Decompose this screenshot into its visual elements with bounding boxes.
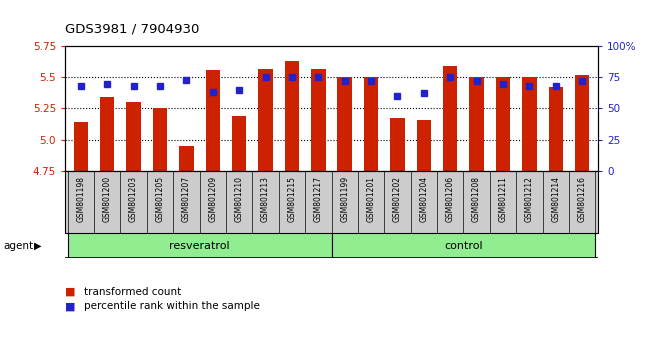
Text: GSM801216: GSM801216 <box>578 176 587 222</box>
Bar <box>258 69 273 171</box>
Text: agent: agent <box>3 241 33 251</box>
Bar <box>417 120 431 171</box>
Bar <box>443 66 458 171</box>
Text: GSM801199: GSM801199 <box>340 176 349 222</box>
Text: GSM801203: GSM801203 <box>129 176 138 222</box>
Text: transformed count: transformed count <box>84 287 182 297</box>
Text: GSM801211: GSM801211 <box>499 176 508 222</box>
Bar <box>68 233 332 258</box>
Text: GSM801201: GSM801201 <box>367 176 376 222</box>
Bar <box>153 108 167 171</box>
Text: GSM801209: GSM801209 <box>208 176 217 222</box>
Bar <box>311 69 326 171</box>
Bar <box>337 77 352 171</box>
Text: GSM801200: GSM801200 <box>103 176 112 222</box>
Text: control: control <box>444 241 483 251</box>
Bar <box>205 70 220 171</box>
Text: resveratrol: resveratrol <box>169 241 230 251</box>
Bar <box>390 119 405 171</box>
Text: GSM801217: GSM801217 <box>314 176 323 222</box>
Bar <box>469 77 484 171</box>
Text: GDS3981 / 7904930: GDS3981 / 7904930 <box>65 22 200 35</box>
Bar <box>522 77 537 171</box>
Bar <box>100 97 114 171</box>
Bar <box>332 233 595 258</box>
Bar <box>73 122 88 171</box>
Text: GSM801208: GSM801208 <box>472 176 481 222</box>
Bar <box>575 75 590 171</box>
Text: GSM801214: GSM801214 <box>551 176 560 222</box>
Text: GSM801210: GSM801210 <box>235 176 244 222</box>
Bar <box>232 116 246 171</box>
Text: GSM801213: GSM801213 <box>261 176 270 222</box>
Text: ■: ■ <box>65 287 75 297</box>
Text: ■: ■ <box>65 301 75 311</box>
Bar <box>126 102 141 171</box>
Bar <box>549 87 563 171</box>
Text: GSM801198: GSM801198 <box>76 176 85 222</box>
Text: GSM801215: GSM801215 <box>287 176 296 222</box>
Bar <box>285 61 299 171</box>
Bar <box>496 77 510 171</box>
Text: GSM801205: GSM801205 <box>155 176 164 222</box>
Text: GSM801207: GSM801207 <box>182 176 191 222</box>
Text: GSM801202: GSM801202 <box>393 176 402 222</box>
Text: GSM801204: GSM801204 <box>419 176 428 222</box>
Text: ▶: ▶ <box>34 241 42 251</box>
Text: GSM801212: GSM801212 <box>525 176 534 222</box>
Bar <box>179 146 194 171</box>
Text: percentile rank within the sample: percentile rank within the sample <box>84 301 261 311</box>
Bar <box>364 77 378 171</box>
Text: GSM801206: GSM801206 <box>446 176 455 222</box>
